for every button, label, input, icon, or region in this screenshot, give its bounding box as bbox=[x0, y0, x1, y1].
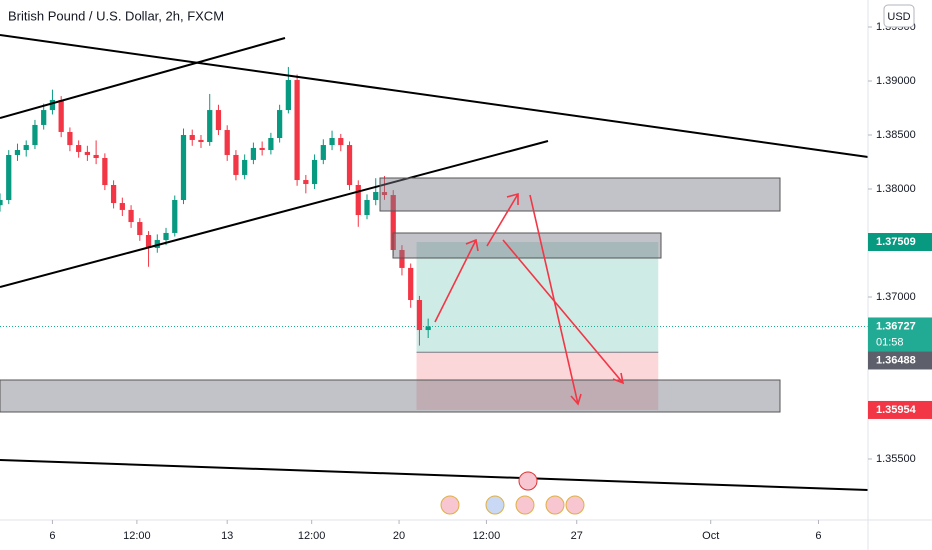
candle-body bbox=[172, 200, 178, 233]
candle-body bbox=[23, 145, 29, 151]
candle-body bbox=[303, 180, 309, 185]
candle-body bbox=[373, 192, 379, 201]
candle-body bbox=[250, 147, 257, 160]
trend-line bbox=[0, 140, 549, 288]
candle-body bbox=[128, 209, 134, 223]
candle-body bbox=[408, 267, 414, 301]
arrow bbox=[434, 238, 479, 323]
y-tick-label: 1.39000 bbox=[876, 75, 916, 87]
event-icon bbox=[545, 495, 565, 515]
arrows bbox=[434, 192, 625, 406]
currency[interactable]: USD bbox=[887, 11, 910, 23]
candle-body bbox=[338, 138, 344, 146]
profit-zone bbox=[416, 242, 659, 353]
x-tick-label: 12:00 bbox=[298, 530, 326, 542]
price-label-box bbox=[868, 351, 932, 370]
arrow bbox=[529, 194, 582, 406]
event-icon bbox=[440, 495, 460, 515]
candle-body bbox=[355, 184, 361, 216]
x-tick-label: 6 bbox=[49, 530, 55, 542]
candle-body bbox=[67, 131, 73, 146]
candle-body bbox=[180, 134, 187, 201]
zone bbox=[392, 232, 662, 259]
candle-body bbox=[14, 150, 21, 155]
price-label-box bbox=[868, 400, 932, 419]
candle-body bbox=[399, 250, 405, 268]
event-icon bbox=[485, 495, 505, 515]
y-tick-label: 1.38000 bbox=[876, 183, 916, 195]
candle-body bbox=[198, 139, 204, 143]
candle-body bbox=[416, 300, 423, 331]
candle-body bbox=[76, 145, 82, 152]
zone bbox=[0, 379, 781, 413]
candle-body bbox=[0, 200, 3, 206]
candle-body bbox=[242, 159, 248, 175]
candle-body bbox=[233, 154, 239, 175]
candle-body bbox=[364, 200, 370, 216]
arrow bbox=[502, 239, 625, 385]
candle-body bbox=[189, 134, 195, 140]
candles bbox=[0, 66, 868, 410]
countdown: 01:58 bbox=[876, 336, 904, 348]
candle-body bbox=[320, 145, 326, 160]
candle-body bbox=[215, 110, 222, 131]
event-icon bbox=[515, 495, 535, 515]
event-icons bbox=[440, 471, 585, 515]
candle-body bbox=[294, 80, 300, 181]
y-tick-label: 1.38500 bbox=[876, 129, 916, 141]
candle-body bbox=[32, 124, 38, 146]
candle-body bbox=[390, 195, 396, 251]
candle-body bbox=[268, 138, 274, 151]
candle-body bbox=[425, 326, 431, 331]
event-icon bbox=[518, 471, 538, 491]
price-label: 1.36488 bbox=[876, 354, 916, 366]
price-label: 1.37509 bbox=[876, 236, 916, 248]
candle-body bbox=[41, 110, 47, 125]
event-icon bbox=[565, 495, 585, 515]
candle-body bbox=[346, 145, 353, 185]
candle-body bbox=[285, 80, 291, 111]
trend-line bbox=[0, 459, 869, 491]
candle-body bbox=[259, 147, 265, 151]
candle-body bbox=[102, 157, 108, 185]
arrow bbox=[486, 192, 519, 247]
x-tick-label: 6 bbox=[815, 530, 821, 542]
candle-body bbox=[381, 192, 388, 196]
candle-body bbox=[93, 154, 99, 158]
chart-title: British Pound / U.S. Dollar, 2h, FXCM bbox=[8, 8, 224, 23]
zone bbox=[379, 177, 781, 212]
x-tick-label: 20 bbox=[393, 530, 405, 542]
price-label-box bbox=[868, 233, 932, 252]
candle-body bbox=[329, 138, 335, 146]
candle-body bbox=[49, 100, 56, 111]
y-tick-label: 1.35500 bbox=[876, 453, 916, 465]
x-tick-label: 27 bbox=[571, 530, 583, 542]
candle-body bbox=[119, 203, 125, 210]
candle-body bbox=[311, 159, 318, 185]
candle-body bbox=[6, 154, 12, 201]
candle-body bbox=[137, 222, 143, 235]
candle-body bbox=[145, 234, 152, 248]
candle-body bbox=[163, 232, 169, 240]
y-tick-label: 1.37000 bbox=[876, 291, 916, 303]
trend-line bbox=[0, 34, 869, 158]
price-label-box bbox=[868, 317, 932, 352]
candle-body bbox=[224, 130, 230, 155]
x-tick-label: 13 bbox=[221, 530, 233, 542]
candle-body bbox=[58, 100, 64, 132]
x-tick-label: Oct bbox=[702, 530, 719, 542]
candle-body bbox=[154, 239, 160, 248]
trend-line bbox=[0, 37, 286, 119]
x-tick-label: 12:00 bbox=[123, 530, 151, 542]
candle-body bbox=[84, 151, 91, 155]
candle-body bbox=[207, 110, 213, 143]
candle-body bbox=[277, 110, 283, 139]
x-tick-label: 12:00 bbox=[473, 530, 501, 542]
candle-body bbox=[110, 184, 117, 204]
currency-button[interactable] bbox=[883, 4, 915, 28]
price-label: 1.36727 bbox=[876, 320, 916, 332]
price-label: 1.35954 bbox=[876, 404, 917, 416]
